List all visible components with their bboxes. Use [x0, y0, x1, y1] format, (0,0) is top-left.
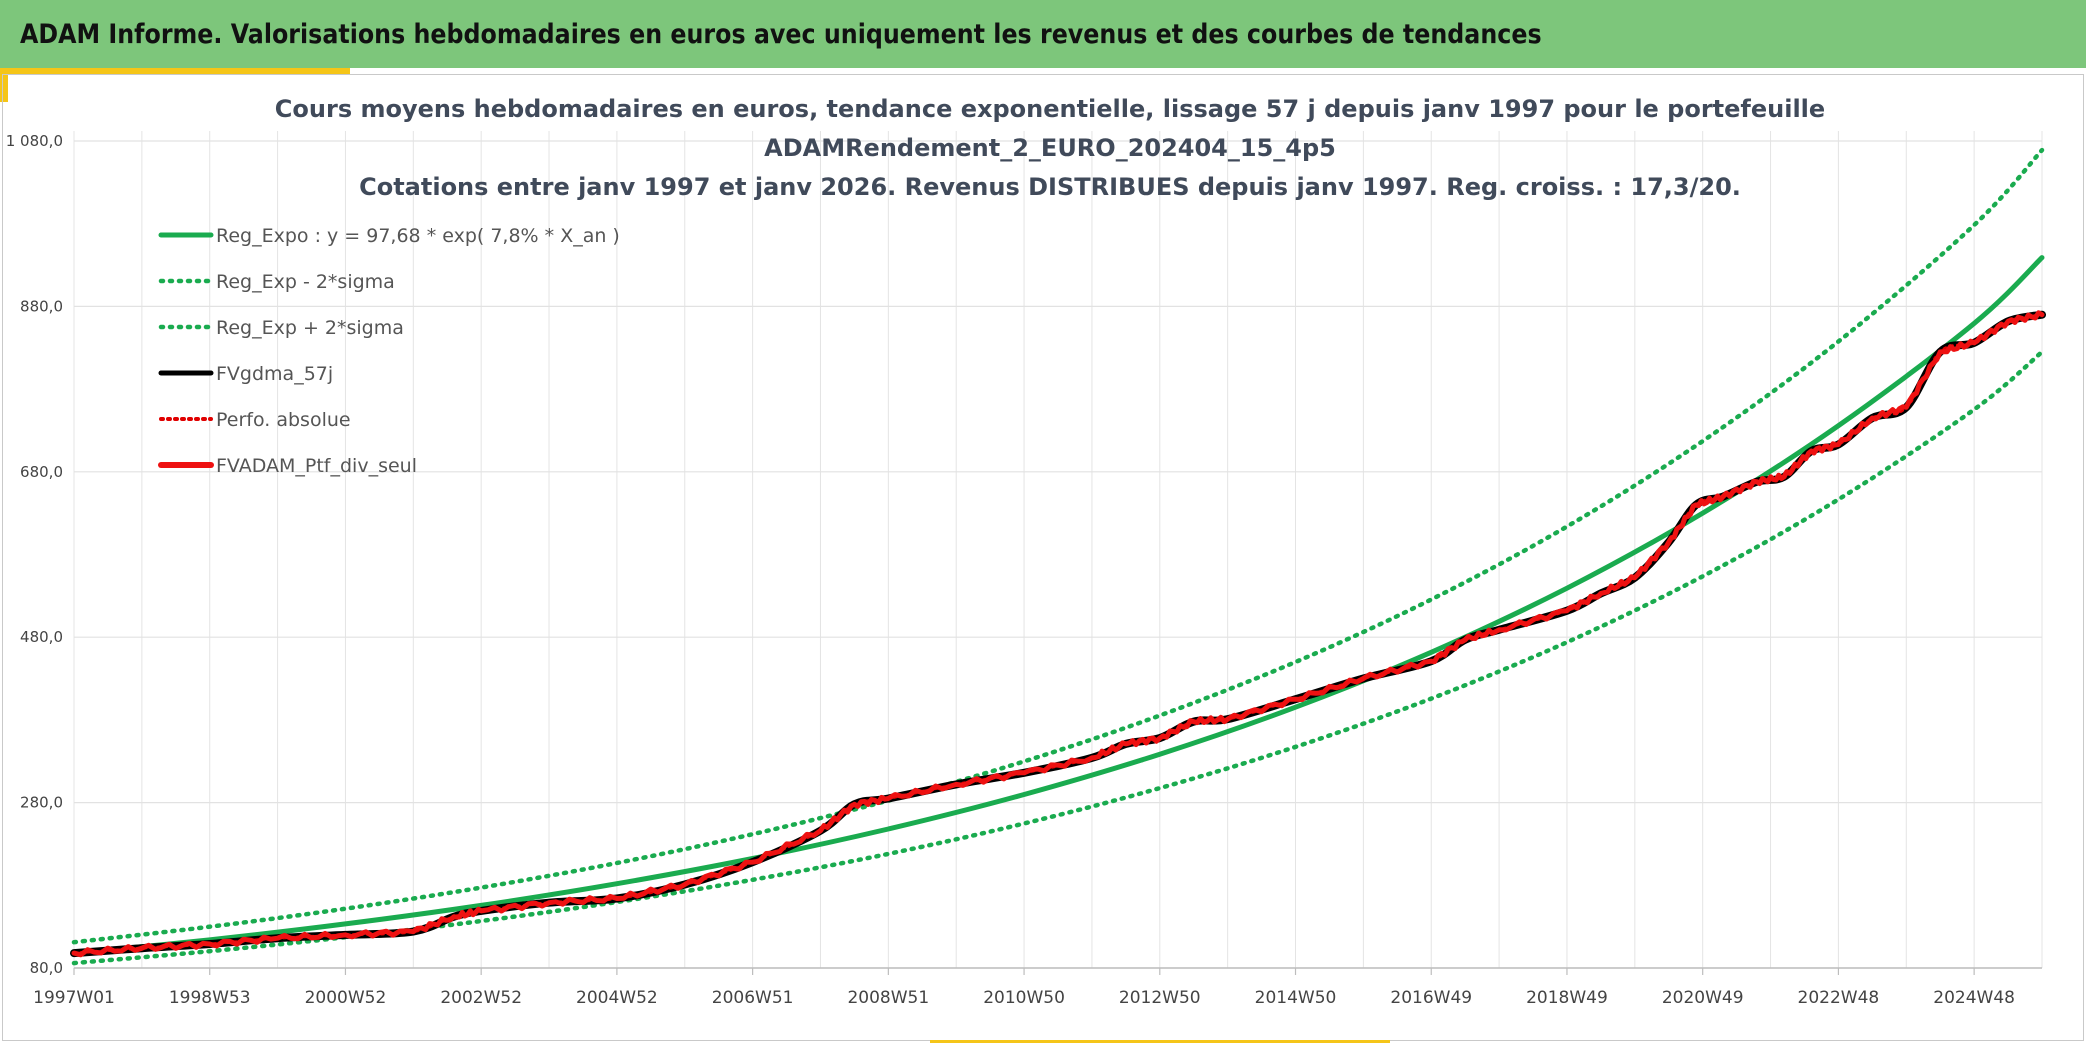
accent-left-bar	[0, 68, 8, 102]
chart-title-line-2: ADAMRendement_2_EURO_202404_15_4p5	[764, 134, 1336, 162]
x-tick-label: 2006W51	[712, 988, 794, 1008]
series-fvadam-ptf-div-seul	[71, 310, 2045, 958]
chart-title-line-1: Cours moyens hebdomadaires en euros, ten…	[275, 95, 1825, 123]
x-tick-label: 2014W50	[1255, 988, 1337, 1008]
legend-label: Reg_Expo : y = 97,68 * exp( 7,8% * X_an …	[216, 225, 620, 247]
legend-label: Reg_Exp - 2*sigma	[216, 271, 395, 293]
x-tick-label: 1998W53	[169, 988, 251, 1008]
x-tick-label: 2008W51	[847, 988, 929, 1008]
legend-label: FVgdma_57j	[216, 363, 333, 385]
x-axis-ticks: 1997W01 1998W53 2000W52 2002W52 2004W52 2006W…	[33, 988, 2015, 1008]
x-tick-label: 2010W50	[983, 988, 1065, 1008]
legend-label: Reg_Exp + 2*sigma	[216, 317, 404, 339]
legend: Reg_Expo : y = 97,68 * exp( 7,8% * X_an …	[158, 225, 620, 477]
y-tick-label: 880,0	[20, 297, 63, 315]
y-tick-label: 280,0	[20, 794, 63, 812]
y-axis-ticks: 80,0 280,0 480,0 680,0 880,0 1 080,0	[6, 132, 63, 977]
x-tick-label: 2022W48	[1798, 988, 1880, 1008]
header-banner: ADAM Informe. Valorisations hebdomadaire…	[0, 0, 2086, 68]
page-title: ADAM Informe. Valorisations hebdomadaire…	[20, 18, 1542, 50]
accent-bar	[0, 68, 350, 74]
x-tick-label: 1997W01	[33, 988, 115, 1008]
x-tick-label: 2012W50	[1119, 988, 1201, 1008]
y-tick-label: 1 080,0	[6, 132, 63, 150]
series-reg-exp-plus-2sigma	[71, 147, 2045, 945]
legend-label: Perfo. absolue	[216, 409, 351, 431]
series-lines	[70, 147, 2046, 966]
x-tick-label: 2002W52	[440, 988, 522, 1008]
legend-label: FVADAM_Ptf_div_seul	[216, 455, 417, 477]
series-reg-exp-minus-2sigma	[71, 349, 2045, 966]
chart-title-block: Cours moyens hebdomadaires en euros, ten…	[275, 95, 1825, 201]
series-reg-expo	[71, 255, 2045, 956]
x-tick-label: 2018W49	[1526, 988, 1608, 1008]
y-tick-label: 80,0	[30, 959, 63, 977]
chart-title-line-3: Cotations entre janv 1997 et janv 2026. …	[359, 173, 1741, 201]
x-tick-label: 2004W52	[576, 988, 658, 1008]
y-tick-label: 480,0	[20, 628, 63, 646]
grid-lines	[73, 131, 2043, 975]
x-tick-label: 2016W49	[1390, 988, 1472, 1008]
x-tick-label: 2000W52	[305, 988, 387, 1008]
x-tick-label: 2020W49	[1662, 988, 1744, 1008]
y-tick-label: 680,0	[20, 463, 63, 481]
x-tick-label: 2024W48	[1933, 988, 2015, 1008]
bottom-accent-bar	[930, 1040, 1390, 1043]
